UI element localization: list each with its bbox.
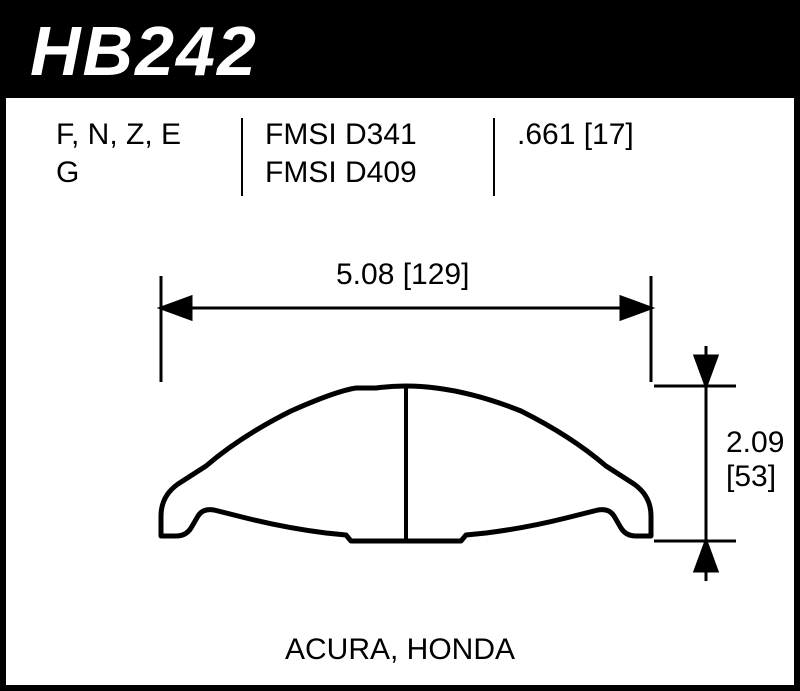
fmsi-line2: FMSI D409 bbox=[265, 154, 493, 192]
part-number: HB242 bbox=[30, 12, 258, 90]
width-dimension-label: 5.08 [129] bbox=[336, 258, 469, 292]
compounds-column: F, N, Z, E G bbox=[56, 116, 241, 196]
height-dimension-mm: [53] bbox=[726, 460, 776, 494]
fmsi-column: FMSI D341 FMSI D409 bbox=[243, 116, 493, 196]
compounds-line2: G bbox=[56, 154, 241, 192]
fmsi-line1: FMSI D341 bbox=[265, 116, 493, 154]
thickness-value: .661 [17] bbox=[517, 116, 754, 154]
header-bar: HB242 bbox=[6, 6, 794, 98]
height-dimension-in: 2.09 bbox=[726, 426, 784, 460]
compounds-line1: F, N, Z, E bbox=[56, 116, 241, 154]
height-arrow-bottom bbox=[695, 541, 717, 571]
spec-row: F, N, Z, E G FMSI D341 FMSI D409 .661 [1… bbox=[6, 98, 794, 196]
thickness-column: .661 [17] bbox=[495, 116, 754, 196]
height-arrow-top bbox=[695, 356, 717, 386]
diagram-area: 5.08 [129] 2.09 [53] bbox=[6, 196, 794, 616]
width-arrow-left bbox=[161, 297, 191, 319]
width-arrow-right bbox=[621, 297, 651, 319]
vehicle-makes: ACURA, HONDA bbox=[6, 633, 794, 667]
outer-frame: HB242 F, N, Z, E G FMSI D341 FMSI D409 .… bbox=[0, 0, 800, 691]
